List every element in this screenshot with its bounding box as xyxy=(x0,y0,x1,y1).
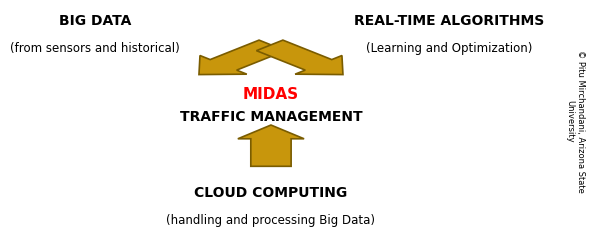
Text: MIDAS: MIDAS xyxy=(243,87,299,102)
Text: (handling and processing Big Data): (handling and processing Big Data) xyxy=(166,214,376,227)
Polygon shape xyxy=(256,40,343,75)
Text: © Pitu Mirchandani, Arizona State
University: © Pitu Mirchandani, Arizona State Univer… xyxy=(565,50,585,193)
Text: TRAFFIC MANAGEMENT: TRAFFIC MANAGEMENT xyxy=(179,110,362,124)
Text: (from sensors and historical): (from sensors and historical) xyxy=(10,42,180,55)
Text: REAL-TIME ALGORITHMS: REAL-TIME ALGORITHMS xyxy=(355,14,545,28)
Text: (Learning and Optimization): (Learning and Optimization) xyxy=(367,42,533,55)
Polygon shape xyxy=(199,40,286,75)
Text: CLOUD COMPUTING: CLOUD COMPUTING xyxy=(194,186,347,200)
Polygon shape xyxy=(238,125,304,166)
Text: BIG DATA: BIG DATA xyxy=(59,14,131,28)
